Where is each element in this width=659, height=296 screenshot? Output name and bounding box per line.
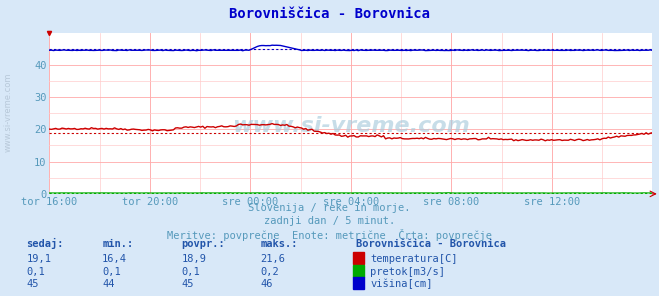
Text: pretok[m3/s]: pretok[m3/s]: [370, 267, 445, 277]
Text: 46: 46: [260, 279, 273, 289]
Text: 16,4: 16,4: [102, 254, 127, 264]
Text: višina[cm]: višina[cm]: [370, 279, 433, 289]
Text: 19,1: 19,1: [26, 254, 51, 264]
Text: 0,2: 0,2: [260, 267, 279, 277]
Text: 21,6: 21,6: [260, 254, 285, 264]
Text: Borovniščica - Borovnica: Borovniščica - Borovnica: [229, 7, 430, 21]
Text: www.si-vreme.com: www.si-vreme.com: [232, 116, 470, 136]
Text: 0,1: 0,1: [102, 267, 121, 277]
Text: Meritve: povprečne  Enote: metrične  Črta: povprečje: Meritve: povprečne Enote: metrične Črta:…: [167, 229, 492, 242]
Text: Borovniščica - Borovnica: Borovniščica - Borovnica: [356, 239, 506, 249]
Text: sedaj:: sedaj:: [26, 238, 64, 249]
Text: 0,1: 0,1: [181, 267, 200, 277]
Text: 18,9: 18,9: [181, 254, 206, 264]
Text: zadnji dan / 5 minut.: zadnji dan / 5 minut.: [264, 216, 395, 226]
Text: temperatura[C]: temperatura[C]: [370, 254, 458, 264]
Text: 0,1: 0,1: [26, 267, 45, 277]
Text: Slovenija / reke in morje.: Slovenija / reke in morje.: [248, 203, 411, 213]
Text: 45: 45: [181, 279, 194, 289]
Text: www.si-vreme.com: www.si-vreme.com: [3, 73, 13, 152]
Text: povpr.:: povpr.:: [181, 239, 225, 249]
Text: min.:: min.:: [102, 239, 133, 249]
Text: 45: 45: [26, 279, 39, 289]
Text: 44: 44: [102, 279, 115, 289]
Text: maks.:: maks.:: [260, 239, 298, 249]
